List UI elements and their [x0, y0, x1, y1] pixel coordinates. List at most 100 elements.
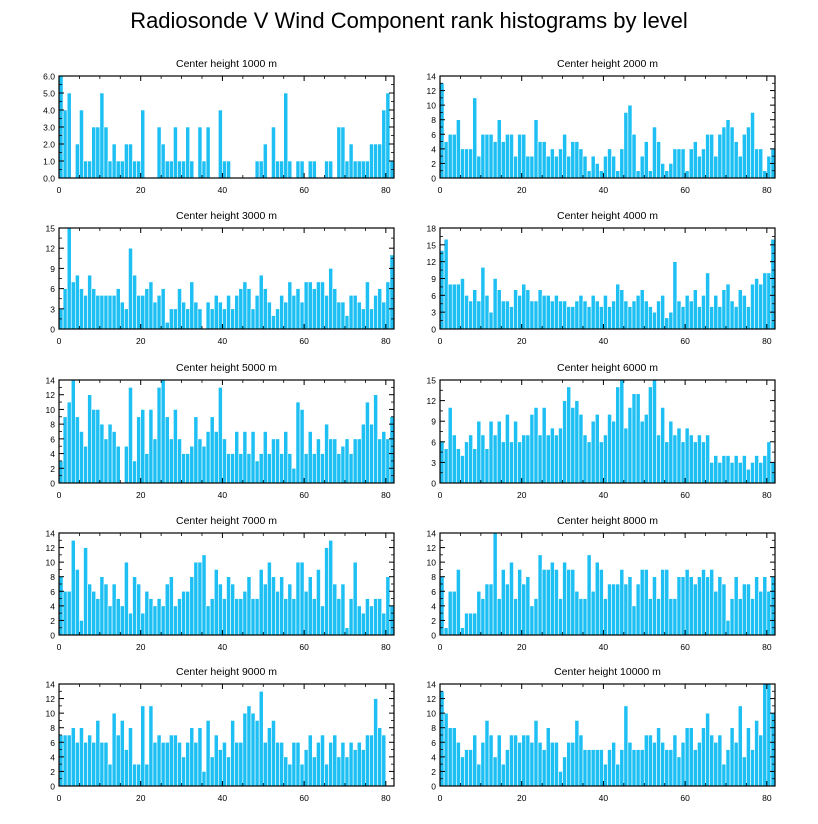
bar [369, 605, 374, 636]
panel-title: Center height 9000 m [176, 666, 277, 678]
bar [656, 434, 661, 484]
bar [766, 272, 772, 330]
bar [115, 734, 121, 787]
panel-1: Center height 1000 m 0.0 1.0 2.0 3.0 4.0 5.0 6.… [43, 58, 395, 195]
bar [468, 300, 473, 330]
bar [295, 561, 301, 636]
bar [603, 295, 608, 330]
bar [648, 734, 653, 787]
bar [709, 462, 715, 484]
bar [582, 300, 588, 330]
bar [680, 441, 686, 484]
bar [582, 598, 588, 636]
bar [279, 576, 284, 636]
bar [631, 749, 637, 787]
panel-2: Center height 2000 m 0 2 4 6 8 10 12 14 0 20 40 60 80 [427, 58, 776, 195]
bar [464, 612, 469, 636]
bar [562, 133, 567, 179]
y-tick-label: 0 [431, 631, 436, 641]
bar [173, 126, 178, 179]
bar [197, 727, 203, 787]
bar [271, 576, 276, 636]
bar [656, 727, 661, 787]
y-tick-label: 8 [50, 723, 55, 733]
bar [533, 598, 539, 636]
bar [156, 598, 162, 636]
bar [570, 306, 576, 330]
bar [336, 301, 342, 330]
bar [311, 288, 317, 330]
y-tick-label: 14 [427, 680, 437, 690]
bar [558, 148, 563, 179]
bar [115, 160, 121, 179]
bar [545, 569, 551, 636]
bar [615, 283, 621, 330]
bar [643, 414, 649, 484]
bar [713, 590, 719, 636]
bar [623, 300, 629, 330]
x-tick-label: 60 [299, 642, 309, 652]
y-tick-label: 9 [431, 274, 436, 284]
panel-5: Center height 5000 m 0 2 4 6 8 10 12 14 0 20 40 60 80 [46, 362, 395, 500]
bar [717, 306, 723, 330]
bar [340, 445, 346, 484]
y-tick-label: 4 [431, 752, 436, 762]
bar [517, 569, 523, 636]
bar [713, 455, 719, 484]
bar [713, 155, 719, 179]
bar [652, 126, 657, 179]
bar [464, 749, 469, 787]
bar [213, 569, 219, 636]
x-tick-label: 20 [136, 490, 146, 500]
x-tick-label: 60 [680, 642, 690, 652]
bar [75, 143, 80, 179]
bar [242, 431, 248, 484]
bar [725, 455, 731, 484]
bar [509, 561, 514, 636]
bar [287, 160, 293, 179]
bar [574, 141, 580, 179]
bar [574, 590, 580, 636]
bar [185, 126, 191, 179]
y-tick-label: 6 [431, 437, 436, 447]
bar [472, 612, 478, 636]
bar [99, 92, 105, 179]
bar [533, 119, 539, 179]
panel-6: Center height 6000 m 0 3 6 9 12 15 0 20 40 60 80 [427, 362, 776, 500]
bar [58, 460, 64, 484]
bar [635, 295, 641, 330]
bar [111, 295, 117, 330]
y-tick-label: 2 [431, 616, 436, 626]
bar [451, 590, 457, 636]
bar [361, 308, 366, 330]
bar [75, 741, 80, 787]
bar [513, 289, 518, 330]
bar [631, 393, 637, 484]
bar [705, 576, 710, 636]
bar [111, 431, 117, 484]
bar [103, 438, 109, 484]
bar [307, 431, 313, 484]
bar [639, 749, 645, 787]
bar [328, 160, 334, 179]
bar [299, 409, 305, 484]
bar [586, 749, 592, 787]
x-tick-label: 0 [438, 490, 443, 500]
bar [456, 119, 461, 179]
bar [480, 598, 486, 636]
bar [468, 434, 473, 484]
bar [713, 295, 719, 330]
bar [279, 453, 284, 484]
bar [451, 133, 457, 179]
y-tick-label: 14 [427, 72, 437, 82]
bar [79, 109, 84, 179]
bar [643, 734, 649, 787]
bar [660, 163, 665, 179]
bar [701, 727, 706, 787]
bar [218, 749, 223, 787]
bar [537, 434, 543, 484]
bar [132, 763, 137, 787]
bar [688, 300, 694, 330]
bar [668, 598, 674, 636]
x-tick-label: 80 [762, 490, 772, 500]
